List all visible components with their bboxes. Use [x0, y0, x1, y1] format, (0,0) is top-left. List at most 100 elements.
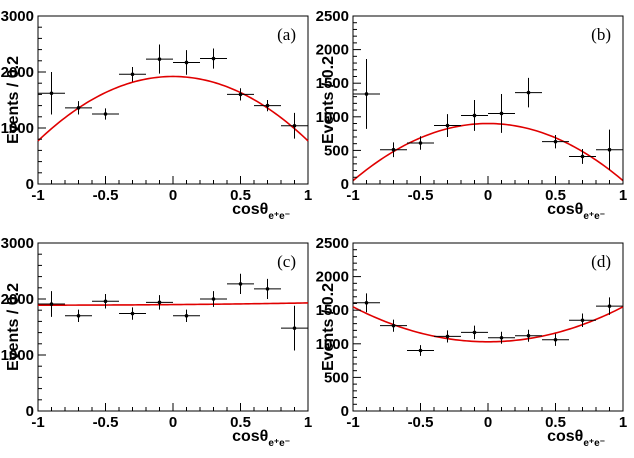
data-point [407, 345, 434, 356]
panel-a: -1 -0.5 0 0.5 1 0 1000 2000 3000 (a) Events / 0.… [1, 8, 313, 222]
x-tick-label: 0 [484, 414, 492, 431]
point-marker [292, 326, 297, 330]
data-point [254, 100, 281, 112]
tick-layer: -1 -0.5 0 0.5 1 0 500 1000 1500 2000 2500 [316, 8, 628, 204]
data-point [407, 136, 434, 150]
y-axis-label: Events / 0.2 [320, 283, 337, 371]
fit-curve [352, 306, 624, 343]
y-tick-label: 1000 [1, 120, 34, 137]
x-tick-label: 0 [169, 414, 177, 431]
point-marker [76, 106, 81, 110]
y-tick-label: 2000 [1, 64, 34, 81]
y-tick-label: 1000 [316, 336, 349, 353]
y-axis-label: Events / 0.2 [5, 56, 22, 144]
point-marker [238, 92, 243, 97]
data-point [65, 101, 92, 115]
point-marker [184, 60, 189, 65]
data-point [281, 112, 308, 139]
fit-layer [352, 122, 624, 182]
fit-curve [352, 122, 624, 182]
point-marker [607, 147, 612, 152]
panel-label: (b) [591, 25, 611, 44]
point-marker [553, 139, 558, 144]
data-point [461, 325, 488, 340]
plot-frame [37, 242, 309, 412]
data-point [92, 108, 119, 120]
x-tick-label: 1 [304, 414, 312, 431]
point-marker [526, 333, 531, 338]
x-axis-label-sub: e⁺e⁻ [583, 438, 605, 449]
data-point [281, 305, 308, 351]
x-tick-label: 1 [619, 414, 627, 431]
x-axis-label-main: cosθ [232, 201, 268, 218]
data-point [434, 330, 461, 343]
data-point [380, 319, 407, 332]
data-point [227, 88, 254, 101]
x-tick-label: -1 [31, 414, 44, 431]
point-marker [472, 113, 477, 118]
data-layer [353, 293, 623, 356]
tick-layer: -1 -0.5 0 0.5 1 0 1000 2000 3000 [1, 235, 313, 431]
y-tick-label: 3000 [1, 235, 34, 252]
data-point [254, 278, 281, 299]
y-tick-label: 1000 [1, 347, 34, 364]
x-axis-label-sub: e⁺e⁻ [583, 211, 605, 222]
point-marker [526, 90, 531, 95]
data-point [542, 134, 569, 149]
data-point [173, 309, 200, 322]
x-tick-label: 0 [484, 187, 492, 204]
point-marker [265, 287, 270, 291]
x-tick-label: 1 [304, 187, 312, 204]
data-point [515, 329, 542, 342]
y-tick-label: 500 [324, 142, 349, 159]
data-point [227, 273, 254, 294]
data-point [200, 291, 227, 307]
point-marker [499, 111, 504, 116]
x-tick-label: 1 [619, 187, 627, 204]
data-point [434, 114, 461, 137]
panel-label: (a) [277, 25, 296, 44]
y-tick-label: 2000 [1, 291, 34, 308]
point-marker [472, 330, 477, 335]
data-point [596, 129, 623, 170]
y-tick-label: 2000 [316, 42, 349, 59]
x-tick-label: 0.5 [230, 414, 251, 431]
y-tick-label: 0 [26, 403, 34, 420]
x-axis-label-sub: e⁺e⁻ [268, 211, 290, 222]
tick-layer: -1 -0.5 0 0.5 1 0 500 1000 1500 2000 2500 [316, 235, 628, 431]
y-tick-label: 500 [324, 369, 349, 386]
y-axis-label: Events / 0.2 [320, 56, 337, 144]
y-tick-label: 2500 [316, 235, 349, 252]
point-marker [184, 314, 189, 318]
data-point [596, 297, 623, 315]
x-tick-label: -1 [346, 414, 359, 431]
y-tick-label: 2000 [316, 269, 349, 286]
point-marker [418, 141, 423, 145]
point-marker [607, 304, 612, 308]
point-marker [553, 337, 558, 342]
point-marker [211, 56, 216, 61]
point-marker [418, 348, 423, 353]
point-marker [391, 323, 396, 328]
point-marker [499, 335, 504, 340]
data-point [38, 72, 65, 115]
data-layer [353, 59, 623, 170]
panel-c: -1 -0.5 0 0.5 1 0 1000 2000 3000 (c) Events / 0.… [1, 235, 313, 449]
x-axis-label-main: cosθ [547, 428, 583, 445]
y-tick-label: 1000 [316, 109, 349, 126]
data-point [65, 309, 92, 322]
data-point [146, 44, 173, 74]
tick-layer: -1 -0.5 0 0.5 1 0 1000 2000 3000 [1, 8, 313, 204]
point-marker [580, 318, 585, 323]
point-marker [211, 297, 216, 301]
point-marker [580, 154, 585, 159]
data-point [380, 142, 407, 158]
data-point [38, 291, 65, 317]
panel-d: -1 -0.5 0 0.5 1 0 500 1000 1500 2000 2500 (d) Even… [316, 235, 628, 449]
x-axis-label: cosθe⁺e⁻ [232, 201, 290, 222]
x-tick-label: 0 [169, 187, 177, 204]
x-tick-label: -0.5 [93, 414, 119, 431]
x-tick-label: -1 [31, 187, 44, 204]
data-point [488, 93, 515, 133]
